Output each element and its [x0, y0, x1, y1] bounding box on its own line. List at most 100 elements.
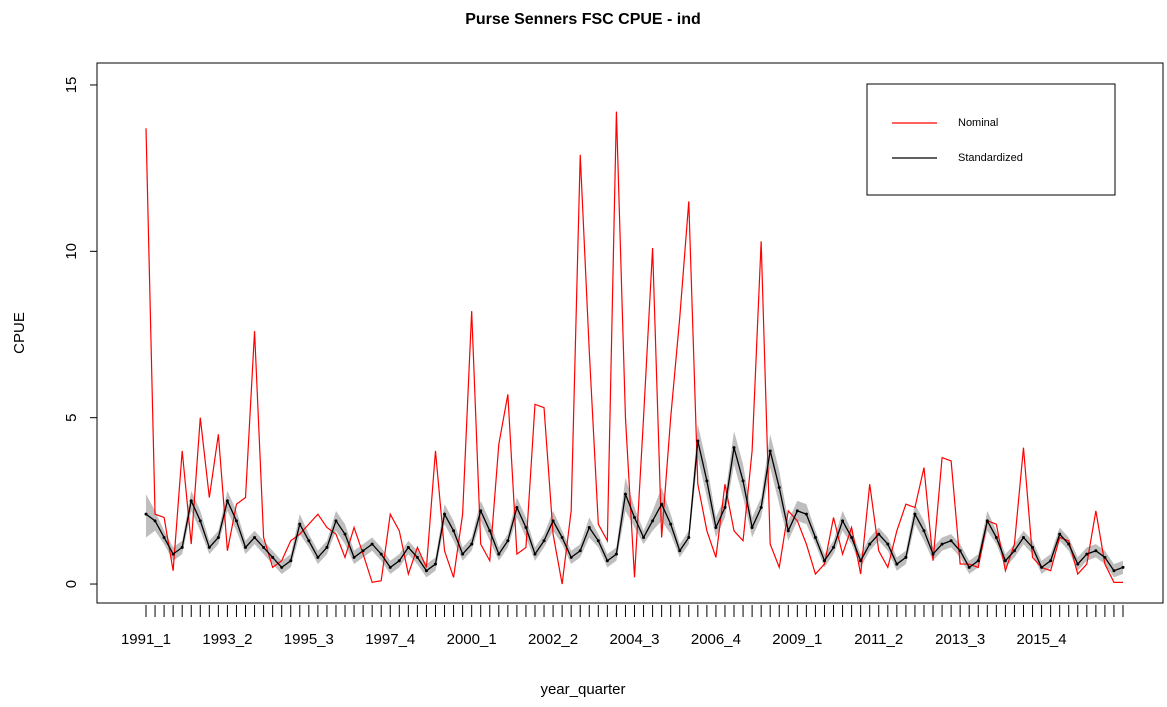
- legend-label: Nominal: [958, 117, 998, 129]
- data-point: [723, 506, 727, 510]
- data-point: [406, 545, 410, 549]
- data-point: [452, 529, 456, 533]
- data-point: [786, 529, 790, 533]
- data-point: [1003, 559, 1007, 563]
- data-point: [253, 535, 257, 539]
- x-tick-label: 1991_1: [121, 631, 171, 648]
- data-point: [605, 559, 609, 563]
- data-point: [569, 555, 573, 559]
- data-point: [479, 509, 483, 513]
- data-point: [515, 506, 519, 510]
- y-tick-label: 0: [63, 580, 80, 588]
- data-point: [832, 545, 836, 549]
- data-point: [379, 552, 383, 556]
- data-point: [859, 559, 863, 563]
- data-point: [370, 542, 374, 546]
- y-tick-label: 5: [63, 414, 80, 422]
- data-point: [994, 535, 998, 539]
- data-point: [388, 565, 392, 569]
- data-point: [976, 559, 980, 563]
- data-point: [1021, 535, 1025, 539]
- x-tick-label: 2009_1: [772, 631, 822, 648]
- data-point: [271, 555, 275, 559]
- data-point: [904, 555, 908, 559]
- data-point: [985, 519, 989, 523]
- data-point: [1067, 542, 1071, 546]
- data-point: [1031, 545, 1035, 549]
- legend-box: [866, 83, 1116, 196]
- data-point: [651, 519, 655, 523]
- data-point: [244, 545, 248, 549]
- data-point: [623, 492, 627, 496]
- series-line: [145, 111, 1123, 585]
- x-tick-label: 2011_2: [854, 631, 903, 648]
- data-point: [461, 552, 465, 556]
- data-point: [1112, 569, 1116, 573]
- data-point: [171, 552, 175, 556]
- data-point: [361, 549, 365, 553]
- data-point: [940, 542, 944, 546]
- data-point: [343, 532, 347, 536]
- data-point: [551, 519, 555, 523]
- data-point: [669, 522, 673, 526]
- data-point: [415, 555, 419, 559]
- data-point: [868, 542, 872, 546]
- data-point: [759, 506, 763, 510]
- data-point: [542, 539, 546, 543]
- data-point: [1049, 559, 1053, 563]
- series-line: [145, 440, 1124, 572]
- data-point: [524, 525, 528, 529]
- data-point: [488, 529, 492, 533]
- data-point: [1058, 532, 1062, 536]
- data-point: [560, 535, 564, 539]
- data-point: [198, 519, 202, 523]
- y-axis-label: CPUE: [11, 312, 28, 354]
- data-point: [922, 529, 926, 533]
- x-tick-label: 2002_2: [528, 631, 578, 648]
- data-point: [705, 479, 709, 483]
- data-point: [424, 569, 428, 573]
- legend-label: Standardized: [958, 152, 1023, 164]
- data-point: [967, 565, 971, 569]
- data-point: [804, 512, 808, 516]
- data-point: [234, 519, 238, 523]
- data-point: [949, 539, 953, 543]
- x-tick-label: 1997_4: [365, 631, 415, 648]
- data-point: [958, 549, 962, 553]
- y-tick-label: 15: [63, 77, 80, 94]
- plot-frame: [96, 62, 1164, 604]
- data-point: [433, 562, 437, 566]
- data-point: [1103, 555, 1107, 559]
- data-point: [280, 565, 284, 569]
- data-point: [316, 555, 320, 559]
- data-point: [877, 532, 881, 536]
- data-point: [687, 535, 691, 539]
- data-point: [443, 512, 447, 516]
- data-point: [307, 539, 311, 543]
- data-point: [886, 542, 890, 546]
- data-point: [750, 525, 754, 529]
- data-point: [913, 512, 917, 516]
- data-point: [352, 555, 356, 559]
- data-point: [696, 439, 700, 443]
- data-point: [633, 515, 636, 519]
- data-point: [768, 449, 772, 453]
- data-point: [678, 549, 682, 553]
- data-point: [660, 502, 664, 506]
- data-point: [162, 535, 166, 539]
- data-point: [732, 446, 736, 450]
- data-point: [153, 519, 157, 523]
- data-point: [497, 552, 501, 556]
- x-tick-label: 2015_4: [1017, 631, 1067, 648]
- x-tick-label: 2004_3: [609, 631, 659, 648]
- data-point: [506, 539, 510, 543]
- data-point: [1121, 565, 1125, 569]
- data-point: [225, 499, 229, 503]
- chart-title: Purse Senners FSC CPUE - ind: [465, 11, 701, 28]
- data-point: [850, 535, 854, 539]
- data-point: [1076, 562, 1080, 566]
- data-point: [334, 519, 338, 523]
- data-point: [207, 545, 211, 549]
- y-tick-label: 10: [63, 243, 80, 260]
